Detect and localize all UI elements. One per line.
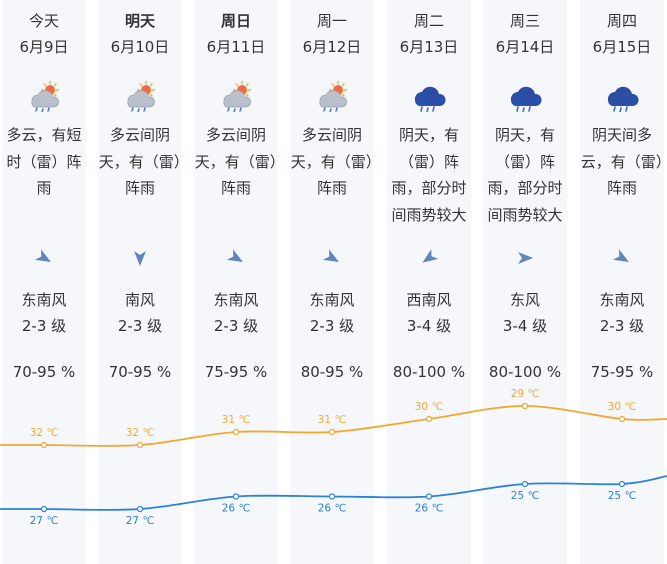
- date-label: 6月10日: [110, 38, 170, 56]
- day-name: 周四: [606, 12, 637, 30]
- wind-direction: 东南风: [21, 291, 67, 309]
- humidity: 75-95 %: [590, 363, 654, 381]
- wind-level: 2-3 级: [599, 317, 645, 335]
- wind-level: 2-3 级: [21, 317, 67, 335]
- wind-direction-icon: [226, 249, 243, 262]
- day-name: 周日: [220, 12, 251, 30]
- forecast-day-column: 周一 6月12日多云间阴天，有（雷）阵雨东南风 2-3 级 80-95 %: [290, 0, 374, 564]
- wind-level: 2-3 级: [309, 317, 355, 335]
- wind-direction-icon: [518, 252, 533, 264]
- humidity: 70-95 %: [12, 363, 76, 381]
- humidity: 80-100 %: [488, 363, 562, 381]
- date-label: 6月12日: [302, 38, 362, 56]
- wind-direction: 东南风: [599, 291, 645, 309]
- wind-direction: 东南风: [309, 291, 355, 309]
- day-name: 今天: [28, 12, 59, 30]
- weather-description: 阴天间多云，有（雷）阵雨: [580, 126, 664, 197]
- humidity: 70-95 %: [108, 363, 172, 381]
- day-name: 周三: [509, 12, 540, 30]
- wind-direction: 东南风: [213, 291, 259, 309]
- forecast-day-column: 今天 6月9日多云，有短时（雷）阵雨东南风 2-3 级 70-95 %: [2, 0, 86, 564]
- cloud-sun-rain-icon: [127, 81, 155, 112]
- cloud-rain-icon: [510, 86, 542, 112]
- cloud-sun-rain-icon: [223, 81, 251, 112]
- cloud-sun-rain-icon: [31, 81, 59, 112]
- wind-direction-icon: [34, 249, 51, 262]
- date-label: 6月9日: [19, 38, 69, 56]
- wind-level: 3-4 级: [406, 317, 452, 335]
- forecast-day-column: 明天 6月10日多云间阴天，有（雷）阵雨南风 2-3 级 70-95 %: [98, 0, 182, 564]
- wind-direction-icon: [422, 249, 439, 263]
- forecast-day-column: 周三 6月14日阴天，有（雷）阵雨，部分时间雨势较大东风 3-4 级 80-100 %: [483, 0, 567, 564]
- day-name: 周一: [316, 12, 347, 30]
- date-label: 6月14日: [495, 38, 555, 56]
- wind-direction: 东风: [509, 291, 540, 309]
- day-name: 周二: [413, 12, 444, 30]
- weather-description: 多云间阴天，有（雷）阵雨: [194, 126, 278, 197]
- wind-direction: 南风: [124, 291, 155, 309]
- wind-direction-icon: [322, 249, 339, 262]
- cloud-rain-icon: [607, 86, 639, 112]
- date-label: 6月13日: [399, 38, 459, 56]
- weather-description: 阴天，有（雷）阵雨，部分时间雨势较大: [487, 126, 563, 224]
- weather-description: 多云间阴天，有（雷）阵雨: [290, 126, 374, 197]
- weather-description: 多云，有短时（雷）阵雨: [6, 126, 82, 197]
- wind-level: 2-3 级: [117, 317, 163, 335]
- date-label: 6月11日: [206, 38, 266, 56]
- forecast-day-column: 周四 6月15日阴天间多云，有（雷）阵雨东南风 2-3 级 75-95 %: [580, 0, 664, 564]
- weather-description: 阴天，有（雷）阵雨，部分时间雨势较大: [391, 126, 467, 224]
- wind-direction: 西南风: [406, 291, 452, 309]
- wind-direction-icon: [134, 251, 146, 266]
- humidity: 80-100 %: [392, 363, 466, 381]
- cloud-sun-rain-icon: [319, 81, 347, 112]
- wind-direction-icon: [612, 249, 629, 262]
- forecast-day-column: 周二 6月13日阴天，有（雷）阵雨，部分时间雨势较大西南风 3-4 级 80-100 …: [387, 0, 471, 564]
- cloud-rain-icon: [414, 86, 446, 112]
- weather-description: 多云间阴天，有（雷）阵雨: [98, 126, 182, 197]
- wind-level: 2-3 级: [213, 317, 259, 335]
- humidity: 80-95 %: [300, 363, 364, 381]
- date-label: 6月15日: [592, 38, 652, 56]
- wind-level: 3-4 级: [502, 317, 548, 335]
- humidity: 75-95 %: [204, 363, 268, 381]
- day-name: 明天: [124, 12, 155, 30]
- forecast-day-column: 周日 6月11日多云间阴天，有（雷）阵雨东南风 2-3 级 75-95 %: [194, 0, 278, 564]
